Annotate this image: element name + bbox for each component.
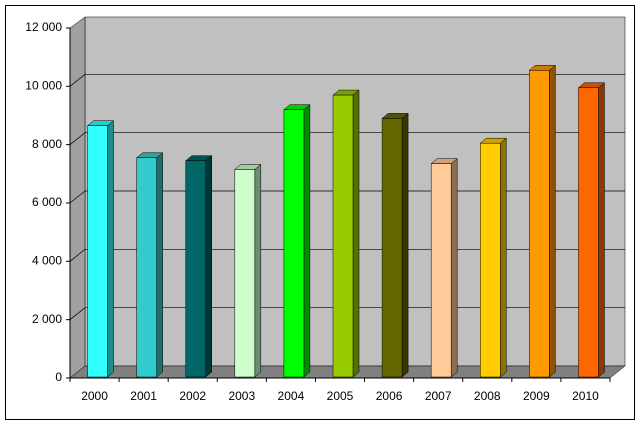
bar — [332, 89, 360, 378]
bar — [86, 120, 115, 378]
bar — [234, 163, 262, 378]
grid-line — [69, 132, 625, 145]
y-tick-label: 12 000 — [25, 20, 62, 34]
bar-front — [480, 142, 501, 378]
bar — [528, 64, 557, 378]
bar-side — [205, 155, 212, 378]
bar-side — [352, 89, 360, 378]
bar-front — [185, 160, 206, 378]
x-tick-label: 2009 — [523, 389, 550, 403]
bar-front — [136, 157, 157, 378]
y-tick-label: 4 000 — [32, 254, 62, 268]
y-tick-label: 8 000 — [32, 137, 62, 151]
y-tick-label: 0 — [55, 370, 62, 384]
bar-side — [500, 137, 507, 378]
bar — [135, 152, 164, 378]
bar-side — [156, 152, 163, 378]
bar — [283, 104, 311, 378]
x-tick-label: 2006 — [376, 389, 403, 403]
bar-front — [430, 163, 452, 378]
bar-front — [234, 169, 256, 378]
x-tick-label: 2000 — [81, 389, 108, 403]
y-tick-label: 2 000 — [32, 312, 62, 326]
side-wall — [69, 16, 86, 379]
bar-front — [283, 109, 305, 378]
bar-side — [598, 82, 605, 378]
x-tick-label: 2010 — [572, 389, 599, 403]
y-tick-label: 10 000 — [25, 79, 62, 93]
bar — [185, 155, 213, 378]
y-tick-label: 6 000 — [32, 195, 62, 209]
bar — [577, 82, 606, 378]
bar — [430, 158, 458, 378]
x-tick-label: 2002 — [179, 389, 206, 403]
bar-front — [381, 118, 403, 378]
bar-front — [529, 70, 550, 378]
grid-line — [69, 73, 625, 87]
bar-side — [107, 120, 114, 378]
bar-side — [401, 112, 409, 378]
x-tick-label: 2008 — [474, 389, 501, 403]
bar-front — [332, 94, 354, 378]
bar-side — [254, 163, 262, 378]
bar-side — [549, 64, 556, 378]
x-tick-label: 2004 — [278, 389, 305, 403]
bar-front — [87, 125, 108, 378]
bar — [479, 137, 507, 378]
bar-side — [450, 158, 458, 378]
bar — [381, 112, 409, 378]
bar-side — [303, 104, 311, 378]
x-tick-label: 2003 — [228, 389, 255, 403]
x-tick-label: 2005 — [327, 389, 354, 403]
x-tick-label: 2007 — [425, 389, 452, 403]
bar-front — [578, 87, 599, 378]
x-tick-label: 2001 — [130, 389, 157, 403]
